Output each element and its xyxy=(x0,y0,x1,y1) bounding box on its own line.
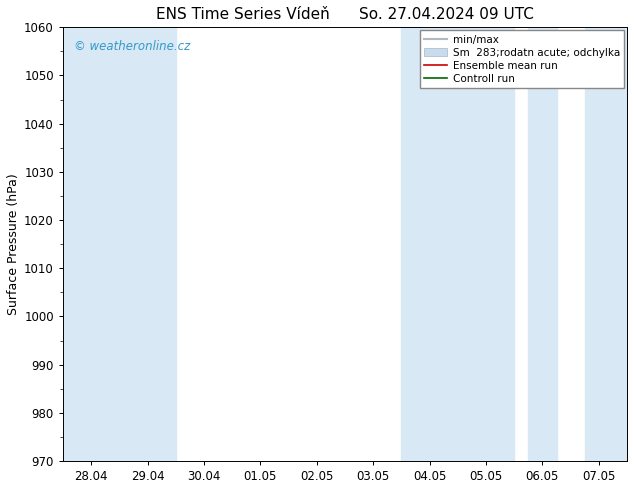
Bar xyxy=(401,27,514,461)
Bar xyxy=(585,27,627,461)
Y-axis label: Surface Pressure (hPa): Surface Pressure (hPa) xyxy=(7,173,20,315)
Title: ENS Time Series Vídeň      So. 27.04.2024 09 UTC: ENS Time Series Vídeň So. 27.04.2024 09 … xyxy=(156,7,534,22)
Bar xyxy=(63,27,176,461)
Text: © weatheronline.cz: © weatheronline.cz xyxy=(74,40,190,53)
Legend: min/max, Sm  283;rodatn acute; odchylka, Ensemble mean run, Controll run: min/max, Sm 283;rodatn acute; odchylka, … xyxy=(420,30,624,88)
Bar xyxy=(528,27,557,461)
